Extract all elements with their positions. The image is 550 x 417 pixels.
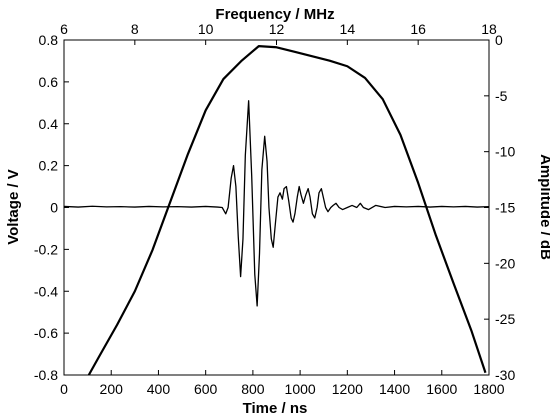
bottom-tick-label: 200 [100, 381, 124, 397]
left-tick-label: 0.8 [39, 32, 59, 48]
right-tick-label: -25 [495, 311, 515, 327]
left-tick-label: -0.6 [34, 325, 58, 341]
left-axis-title: Voltage / V [5, 169, 22, 245]
left-tick-label: -0.2 [34, 241, 58, 257]
left-tick-label: 0.2 [39, 158, 59, 174]
bottom-tick-label: 600 [194, 381, 218, 397]
right-tick-label: -10 [495, 144, 515, 160]
left-tick-label: -0.4 [34, 283, 58, 299]
top-tick-label: 18 [481, 21, 497, 37]
left-tick-label: 0.6 [39, 74, 59, 90]
top-tick-label: 8 [131, 21, 139, 37]
bottom-tick-label: 400 [147, 381, 171, 397]
left-tick-label: 0 [50, 200, 58, 216]
bottom-tick-label: 1600 [426, 381, 457, 397]
right-tick-label: -30 [495, 367, 515, 383]
bottom-tick-label: 1200 [332, 381, 363, 397]
right-tick-label: -20 [495, 255, 515, 271]
left-tick-label: -0.8 [34, 367, 58, 383]
right-tick-label: 0 [495, 32, 503, 48]
top-axis-title: Frequency / MHz [215, 6, 334, 23]
voltage-series-line [63, 100, 490, 307]
right-tick-label: -15 [495, 200, 515, 216]
amplitude-series-line [87, 45, 487, 376]
top-tick-label: 10 [198, 21, 214, 37]
bottom-tick-label: 1800 [473, 381, 504, 397]
top-tick-label: 12 [269, 21, 285, 37]
plot-area [63, 45, 490, 376]
top-tick-label: 16 [410, 21, 426, 37]
bottom-tick-label: 0 [60, 381, 68, 397]
right-tick-label: -5 [495, 88, 508, 104]
right-axis-title: Amplitude / dB [537, 154, 550, 260]
top-tick-label: 6 [60, 21, 68, 37]
top-tick-label: 14 [340, 21, 356, 37]
bottom-axis-title: Time / ns [243, 400, 308, 417]
bottom-tick-label: 1000 [285, 381, 316, 397]
left-tick-label: 0.4 [39, 116, 59, 132]
bottom-tick-label: 800 [241, 381, 265, 397]
bottom-tick-label: 1400 [379, 381, 410, 397]
